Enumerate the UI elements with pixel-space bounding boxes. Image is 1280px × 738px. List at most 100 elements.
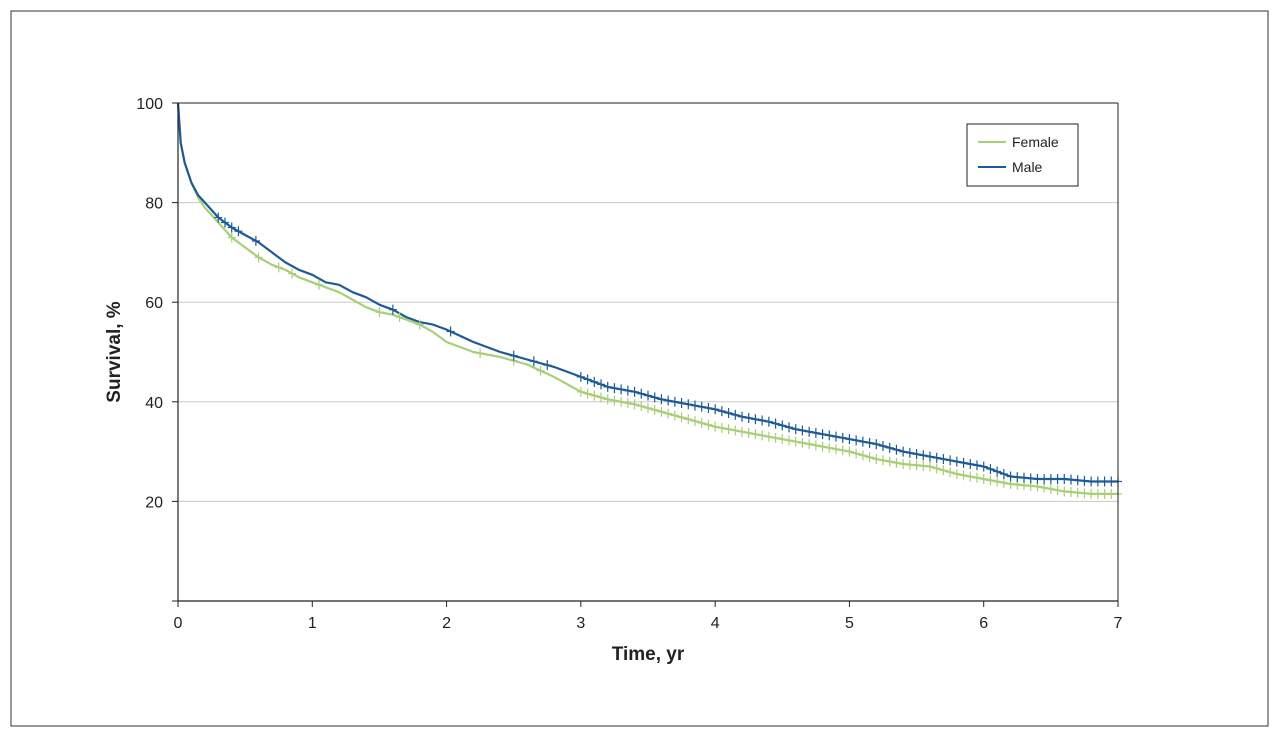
censor-mark-female [711,421,720,432]
censor-mark-female [684,414,693,425]
censor-mark-male [986,464,995,475]
censor-mark-female [1073,487,1082,498]
legend: Female Male [966,123,1079,187]
censor-mark-female [946,467,955,478]
censor-mark-female [536,365,545,376]
censor-mark-male [845,434,854,445]
censor-mark-male [711,404,720,415]
censor-mark-female [590,390,599,401]
censor-mark-male [999,469,1008,480]
legend-label-female: Female [1012,134,1059,150]
censor-mark-male [1033,473,1042,484]
censor-mark-male [993,466,1002,477]
censor-mark-male [684,399,693,410]
censor-mark-female [1046,483,1055,494]
censor-mark-female [771,432,780,443]
censor-mark-female [274,262,283,273]
censor-mark-male [1073,475,1082,486]
censor-marks [214,212,1122,499]
censor-mark-female [677,412,686,423]
censor-mark-male [832,431,840,442]
censor-mark-female [791,436,800,447]
censor-mark-male [979,461,988,472]
censor-mark-male [724,408,733,419]
censor-mark-female [919,460,928,471]
censor-mark-female [832,444,840,455]
censor-mark-female [1067,487,1075,498]
censor-mark-male [691,400,699,411]
censor-mark-male [1020,472,1028,483]
censor-mark-male [946,455,955,466]
censor-mark-female [704,419,713,430]
censor-mark-male [677,398,686,409]
censor-mark-female [670,410,679,421]
y-tick-label-100: 100 [136,96,163,113]
censor-mark-female [999,477,1008,488]
censor-mark-female [597,392,605,403]
censor-mark-male [1013,472,1022,483]
censor-mark-female [959,470,968,481]
censor-mark-male [637,388,646,399]
censor-mark-male [825,430,834,441]
censor-mark-female [912,460,921,471]
censor-mark-female [637,401,646,412]
censor-mark-male [1080,475,1089,486]
censor-mark-female [952,469,961,480]
censor-mark-female [603,394,612,405]
tick-labels: 0 1 2 3 4 5 6 7 20 40 60 80 100 [136,96,1122,632]
censor-mark-male [764,416,773,427]
censor-mark-female [899,459,908,470]
censor-mark-female [731,425,740,436]
censor-mark-female [979,473,988,484]
censor-mark-female [644,403,652,414]
censor-mark-male [811,427,820,438]
censor-mark-female [288,268,297,279]
censor-mark-female [966,471,975,482]
x-tick-label-5: 5 [845,615,854,632]
censor-mark-female [617,396,626,407]
censor-mark-female [905,459,914,470]
censor-mark-female [576,386,585,397]
censor-mark-female [872,454,881,465]
x-tick-label-1: 1 [308,615,317,632]
censor-mark-female [751,429,760,440]
censor-mark-male [952,456,961,467]
censor-mark-male [798,425,807,436]
censor-mark-male [670,396,679,407]
censor-mark-male [785,422,793,433]
axes [172,102,1119,607]
censor-mark-female [858,450,867,461]
censor-mark-female [811,440,820,451]
censor-mark-female [785,435,793,446]
censor-mark-male [234,226,243,237]
censor-mark-male [879,440,887,451]
censor-mark-male [227,222,236,233]
censor-mark-male [388,304,397,315]
censor-mark-female [1100,488,1109,499]
x-tick-label-4: 4 [711,615,720,632]
censor-mark-male [731,409,740,420]
censor-mark-male [697,401,706,412]
censor-mark-female [1107,488,1116,499]
censor-mark-male [738,411,746,422]
censor-mark-female [865,452,874,463]
censor-mark-male [926,451,934,462]
censor-mark-male [1046,473,1055,484]
censor-mark-male [603,381,612,392]
censor-mark-male [778,420,787,431]
censor-mark-male [959,457,968,468]
censor-mark-male [529,356,538,367]
censor-mark-male [1040,473,1049,484]
censor-mark-male [650,392,659,403]
censor-mark-female [395,312,404,323]
censor-mark-female [986,475,995,486]
censor-mark-female [610,395,619,406]
censor-mark-female [623,398,632,409]
censor-mark-male [751,414,760,425]
censor-mark-female [1040,482,1049,493]
censor-mark-male [704,403,713,414]
censor-mark-male [576,371,585,382]
censor-mark-male [1100,476,1109,487]
censor-mark-male [939,454,948,465]
censor-mark-male [919,450,928,461]
